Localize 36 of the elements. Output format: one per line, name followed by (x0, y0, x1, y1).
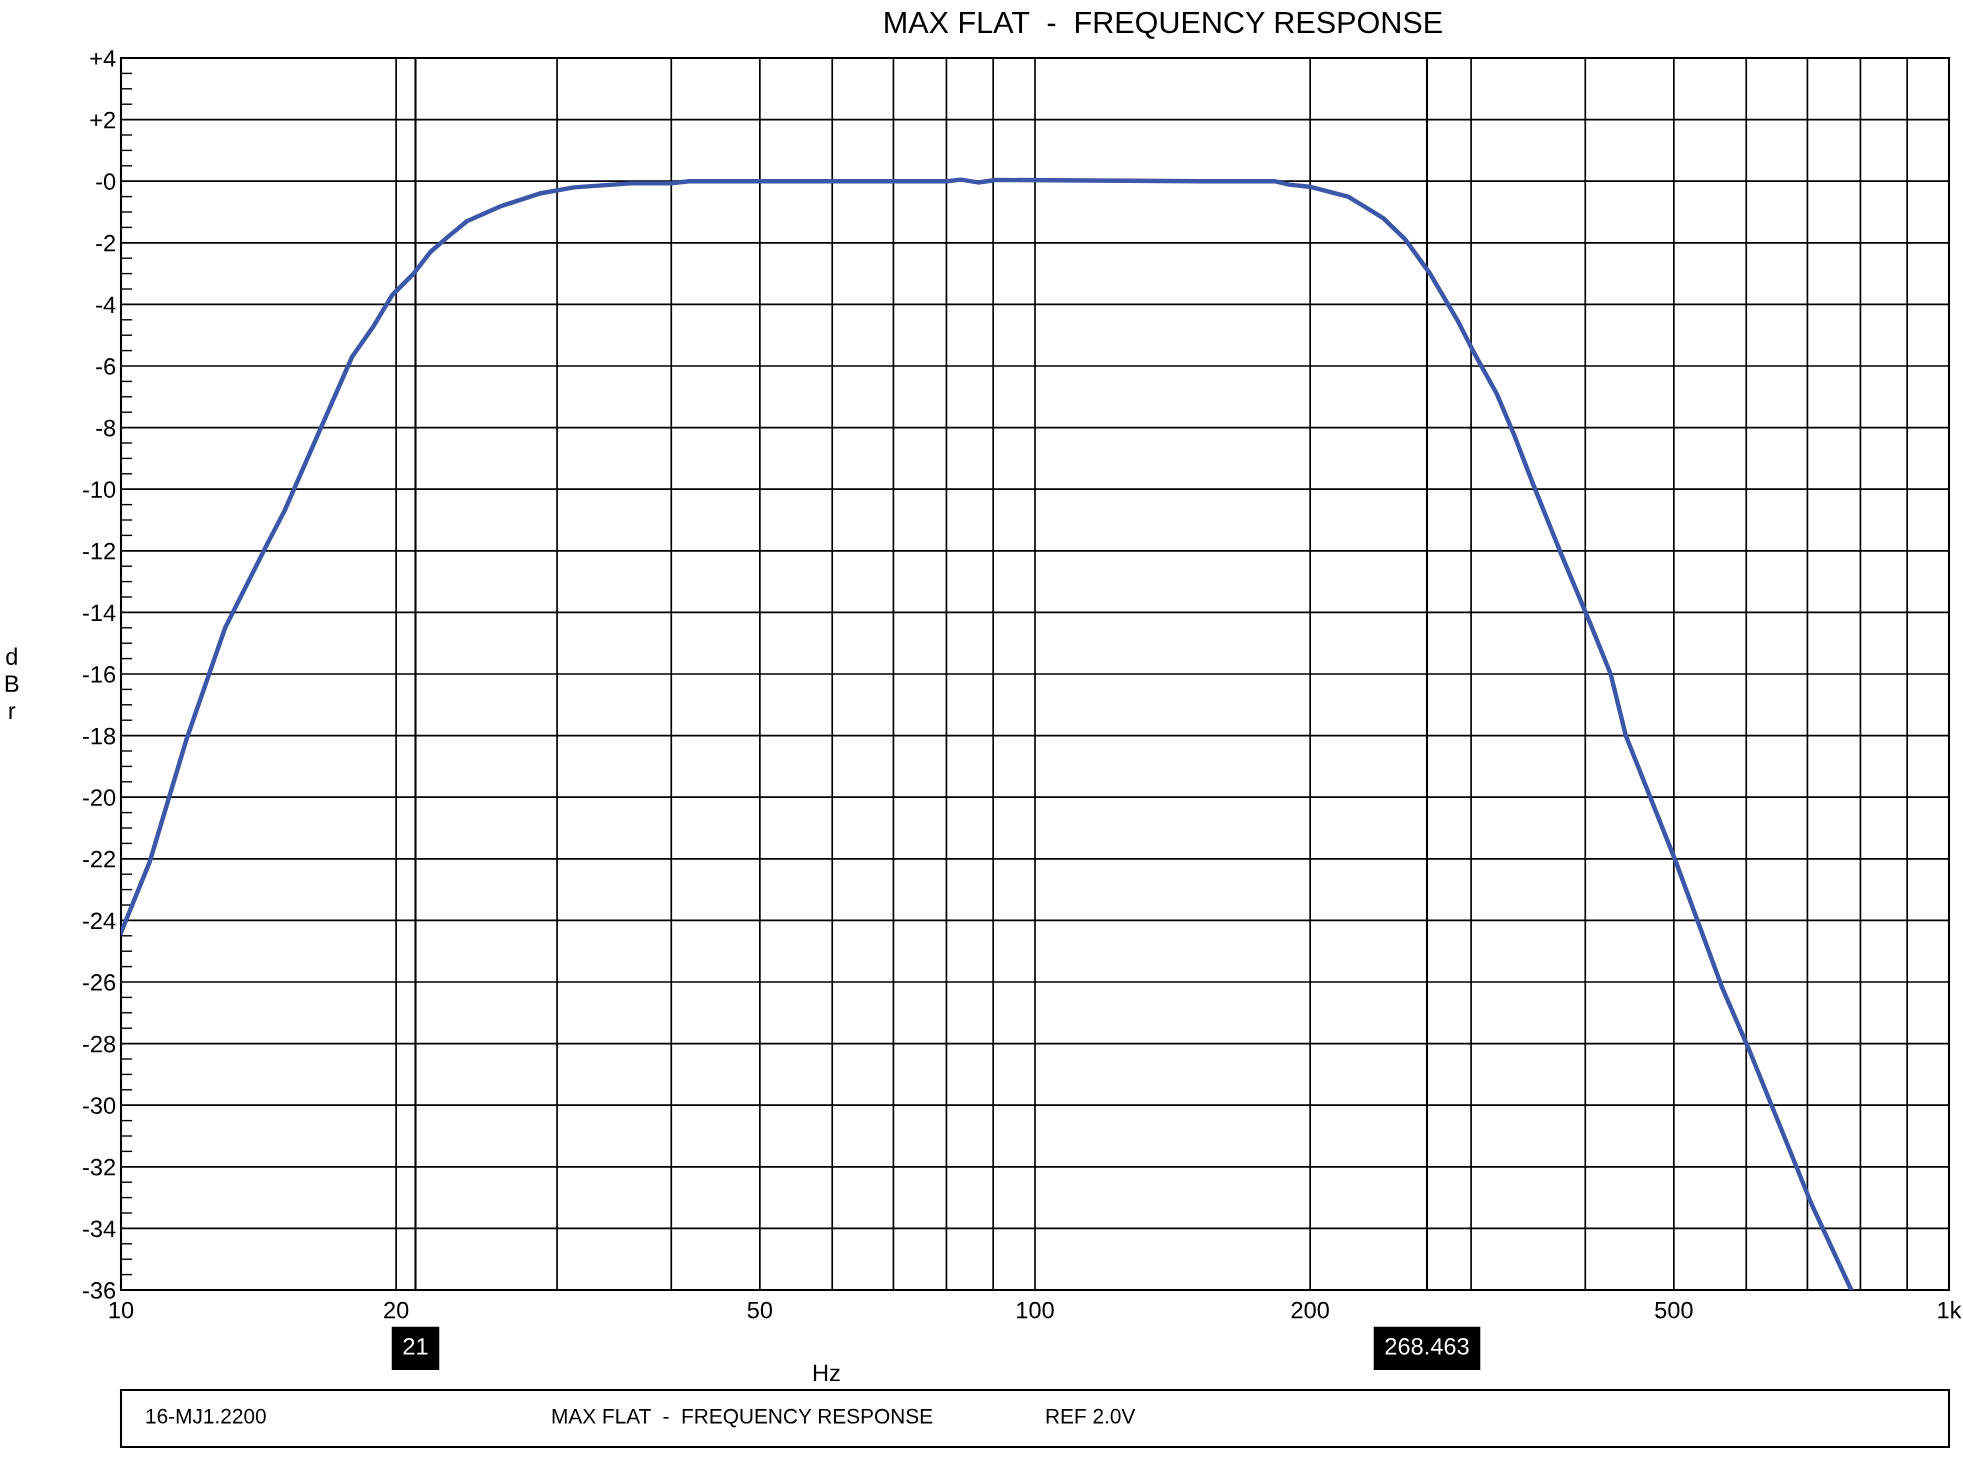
text: REF 2.0V (1046, 1408, 1136, 1424)
y-tick-label: -16 (83, 666, 116, 683)
chart-title: MAX FLAT - FREQUENCY RESPONSE (885, 11, 1442, 39)
text: MAX FLAT - FREQUENCY RESPONSE (552, 1408, 933, 1428)
y-tick-label: -6 (96, 358, 116, 375)
x-tick-label: 20 (384, 1301, 409, 1319)
x-tick-label: 500 (1655, 1301, 1693, 1319)
x-axis-title: Hz (813, 1364, 840, 1382)
y-tick-label: -36 (83, 1282, 116, 1299)
y-axis-title: dBr (5, 647, 19, 719)
y-tick-label: -8 (96, 419, 116, 437)
y-tick-label: -32 (83, 1158, 115, 1176)
text: 16-MJ1.2200 (146, 1408, 266, 1424)
x-tick-label: 200 (1291, 1301, 1329, 1319)
y-tick-label: -26 (83, 974, 116, 991)
y-tick-label: -18 (83, 727, 116, 745)
y-tick-label: -30 (83, 1097, 116, 1114)
y-tick-label: -0 (96, 173, 116, 190)
x-tick-label: 10 (109, 1301, 134, 1319)
y-tick-label: +2 (90, 111, 115, 129)
x-tick-label: 1k (1938, 1301, 1962, 1319)
y-tick-label: -20 (83, 789, 116, 806)
y-tick-label: -12 (83, 542, 115, 560)
y-tick-label: -4 (96, 296, 116, 313)
y-tick-label: -24 (83, 912, 116, 929)
y-tick-label: -14 (83, 604, 116, 621)
ref-line-label: 268.463 (1385, 1337, 1469, 1355)
y-tick-label: +4 (90, 50, 116, 67)
y-tick-label: -22 (83, 850, 115, 868)
y-tick-label: -2 (96, 234, 115, 252)
y-tick-label: -10 (83, 481, 116, 498)
x-tick-label: 50 (747, 1301, 773, 1319)
y-tick-label: -34 (83, 1220, 116, 1238)
x-tick-label: 100 (1017, 1301, 1054, 1319)
ref-line-label: 21 (403, 1337, 428, 1355)
y-tick-label: -28 (83, 1035, 116, 1053)
